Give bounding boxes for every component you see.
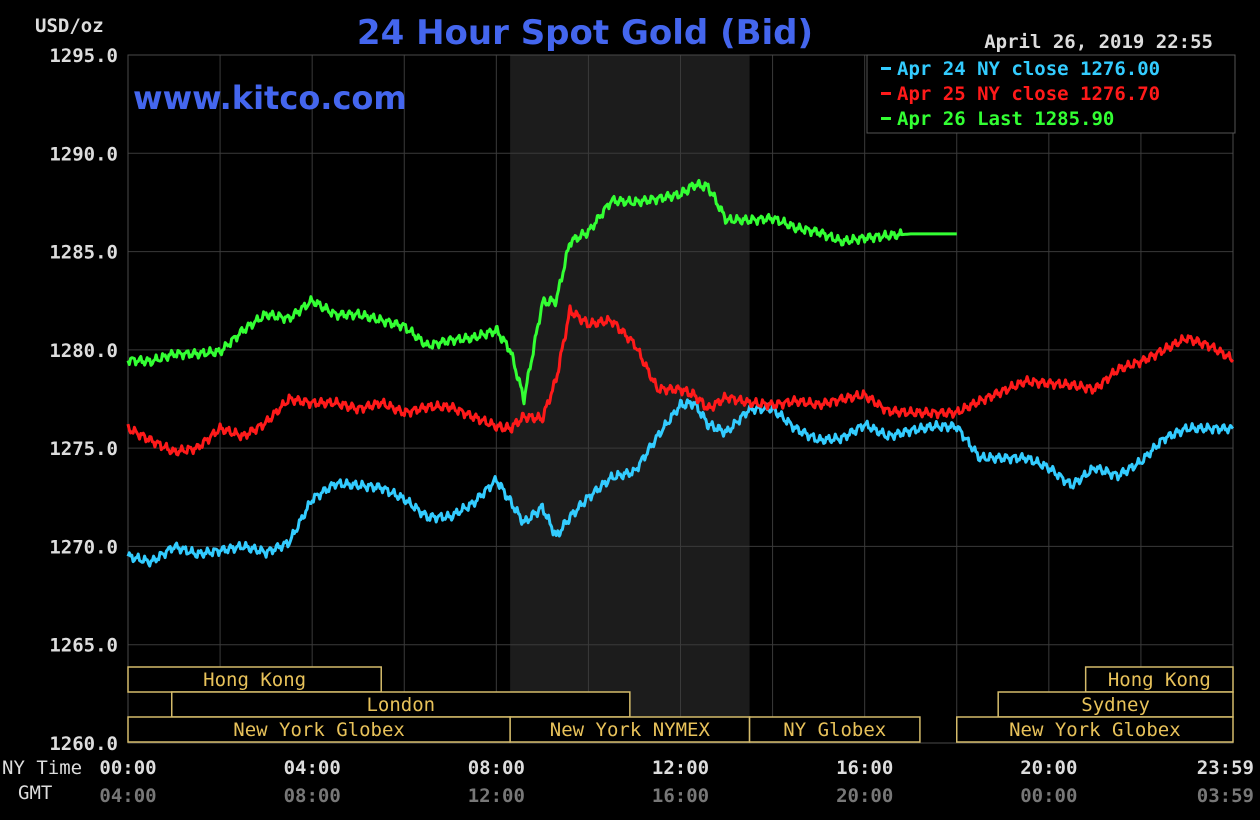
y-tick-label: 1285.0 xyxy=(49,242,118,264)
ny-time-tick-label: 23:59 xyxy=(1197,757,1254,779)
grid xyxy=(127,54,1234,744)
ny-time-tick-label: 12:00 xyxy=(652,757,709,779)
ny-time-tick-label: 08:00 xyxy=(468,757,525,779)
y-tick-label: 1295.0 xyxy=(49,45,118,67)
chart-title: 24 Hour Spot Gold (Bid) xyxy=(357,13,813,53)
y-axis-unit: USD/oz xyxy=(35,15,104,37)
session-label: New York Globex xyxy=(1009,719,1181,741)
session-label: Sydney xyxy=(1081,694,1150,716)
session-label: London xyxy=(366,694,435,716)
legend-label-apr26: Apr 26 Last 1285.90 xyxy=(897,108,1114,130)
gmt-tick-label: 16:00 xyxy=(652,785,709,807)
ny-time-tick-label: 00:00 xyxy=(99,757,156,779)
legend: Apr 24 NY close 1276.00 Apr 25 NY close … xyxy=(866,54,1236,134)
session-label: Hong Kong xyxy=(1108,669,1211,691)
gmt-tick-label: 04:00 xyxy=(99,785,156,807)
gmt-tick-label: 08:00 xyxy=(284,785,341,807)
legend-label-apr24: Apr 24 NY close 1276.00 xyxy=(897,58,1160,80)
session-box xyxy=(748,716,921,743)
price-lines xyxy=(126,178,1235,568)
legend-swatch-apr26 xyxy=(881,117,891,120)
session-box xyxy=(127,666,382,693)
ny-time-tick-label: 04:00 xyxy=(284,757,341,779)
session-label: New York Globex xyxy=(233,719,405,741)
ny-time-tick-label: 20:00 xyxy=(1020,757,1077,779)
plot-frame xyxy=(127,54,1234,744)
legend-swatch-apr25 xyxy=(881,92,891,95)
gmt-tick-label: 20:00 xyxy=(836,785,893,807)
session-label: NY Globex xyxy=(783,719,886,741)
legend-swatch-apr24 xyxy=(881,67,891,70)
gmt-tick-label: 03:59 xyxy=(1197,785,1254,807)
y-tick-label: 1260.0 xyxy=(49,733,118,755)
ny-time-tick-label: 16:00 xyxy=(836,757,893,779)
session-label: New York NYMEX xyxy=(550,719,711,741)
legend-box xyxy=(866,54,1236,134)
market-sessions: Hong Kong Hong Kong London Sydney New York G… xyxy=(127,666,1234,743)
series-line-1 xyxy=(126,304,1235,457)
nymex-hours-shade xyxy=(510,55,750,743)
axes: 1295.0 1290.0 1285.0 1280.0 1275.0 1270.0 1265… xyxy=(2,45,1254,807)
ny-time-axis-label: NY Time xyxy=(2,757,82,779)
shade-rect xyxy=(510,55,750,743)
gmt-tick-label: 00:00 xyxy=(1020,785,1077,807)
y-tick-label: 1290.0 xyxy=(49,143,118,165)
gmt-axis-label: GMT xyxy=(18,782,52,804)
timestamp: April 26, 2019 22:55 xyxy=(984,31,1213,53)
gmt-tick-label: 12:00 xyxy=(468,785,525,807)
y-tick-label: 1280.0 xyxy=(49,340,118,362)
series-line-2 xyxy=(126,178,957,406)
series-line-0 xyxy=(126,398,1235,568)
session-box xyxy=(127,716,511,743)
y-tick-label: 1275.0 xyxy=(49,438,118,460)
y-tick-label: 1270.0 xyxy=(49,536,118,558)
watermark: www.kitco.com xyxy=(133,79,407,117)
y-tick-label: 1265.0 xyxy=(49,635,118,657)
session-box xyxy=(1084,666,1234,693)
session-box xyxy=(509,716,751,743)
session-box xyxy=(956,716,1234,743)
legend-label-apr25: Apr 25 NY close 1276.70 xyxy=(897,83,1160,105)
session-label: Hong Kong xyxy=(203,669,306,691)
